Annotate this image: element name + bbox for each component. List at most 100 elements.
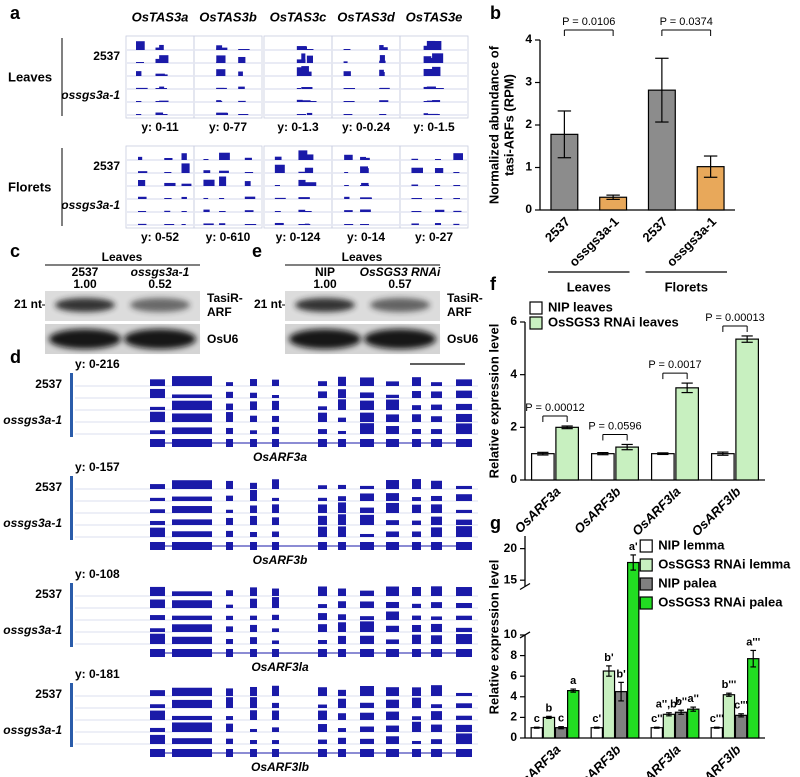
coverage [344,185,349,186]
coverage [298,224,311,225]
coverage [244,172,254,173]
y-tick-label: 4 [510,367,517,381]
band [130,298,190,312]
coverage [386,381,399,386]
y-axis-label: tasi-ARFs (RPM) [501,74,516,176]
exon [226,542,233,550]
coverage [159,100,169,102]
coverage [361,198,372,199]
gene-name: OsARF3a [253,450,307,464]
x-tick-label: OsARF3lb [689,742,744,777]
coverage [318,504,327,513]
coverage [318,412,327,422]
coverage [172,591,212,596]
significance-letter: a' [629,541,638,553]
coverage [456,403,472,410]
coverage [304,182,317,186]
coverage [456,423,472,434]
coverage [150,628,165,632]
coverage [411,184,419,186]
significance-letter: c''' [734,700,748,712]
coverage [360,412,374,422]
bar [674,711,688,739]
coverage [136,41,145,50]
ratio-label: 0.52 [148,277,172,291]
coverage [338,430,346,434]
coverage [456,413,472,422]
coverage [226,517,233,525]
coverage [172,496,212,501]
coverage [431,711,442,720]
coverage [250,624,257,632]
significance-letter: c [534,713,540,725]
coverage [361,182,369,186]
coverage [272,379,279,386]
coverage [386,586,399,596]
coverage [172,531,212,537]
coverage [272,614,279,620]
lane-label: OsSGS3 RNAi [360,265,441,279]
coverage [172,615,212,620]
scale-label: y: 0-157 [75,460,120,474]
coverage [150,704,165,708]
coverage [136,114,142,115]
coverage [150,520,165,525]
coverage [306,101,317,102]
exon [150,749,165,757]
coverage [423,56,432,63]
coverage [412,716,421,720]
significance-letter: c [558,713,564,725]
coverage [155,58,162,63]
coverage [250,728,257,732]
coverage [338,689,346,696]
coverage [456,494,472,501]
track-marker [70,373,73,437]
coverage [386,520,399,525]
coverage [456,485,472,489]
coverage [150,406,165,410]
coverage [386,426,399,434]
y-tick-label: 20 [504,541,518,555]
coverage [360,686,374,696]
coverage [226,716,233,720]
coverage [150,690,165,696]
coverage [150,527,165,537]
coverage [423,45,429,50]
coverage [238,56,246,63]
coverage [150,379,165,386]
bar [710,727,724,739]
y-tick-label: 4 [510,689,517,703]
x-tick-label: OsARF3la [629,742,684,777]
coverage [172,427,212,434]
exon [386,749,399,757]
coverage [431,391,442,398]
coverage [432,114,440,115]
bar [662,713,676,739]
sample-label: ossgs3a-1 [3,623,62,637]
coverage [379,71,385,76]
coverage [431,586,442,596]
coverage [159,44,164,50]
coverage [360,514,374,525]
coverage [338,614,346,620]
coverage [386,736,399,744]
coverage [411,198,422,199]
coverage [456,509,472,513]
coverage [431,480,442,489]
coverage [344,172,349,173]
coverage [304,211,312,212]
coverage [434,223,442,225]
coverage [150,484,165,489]
y-axis-label: Normalized abundance of [486,45,501,204]
coverage [456,526,472,537]
coverage [386,699,399,708]
x-tick-label: ossgs3a-1 [566,214,622,270]
coverage [379,87,390,89]
coverage [272,479,279,489]
coverage [431,404,442,410]
coverage [216,69,226,76]
gene-name: OsTAS3a [132,9,189,24]
coverage [138,223,147,225]
coverage [150,710,165,720]
coverage [219,211,226,212]
